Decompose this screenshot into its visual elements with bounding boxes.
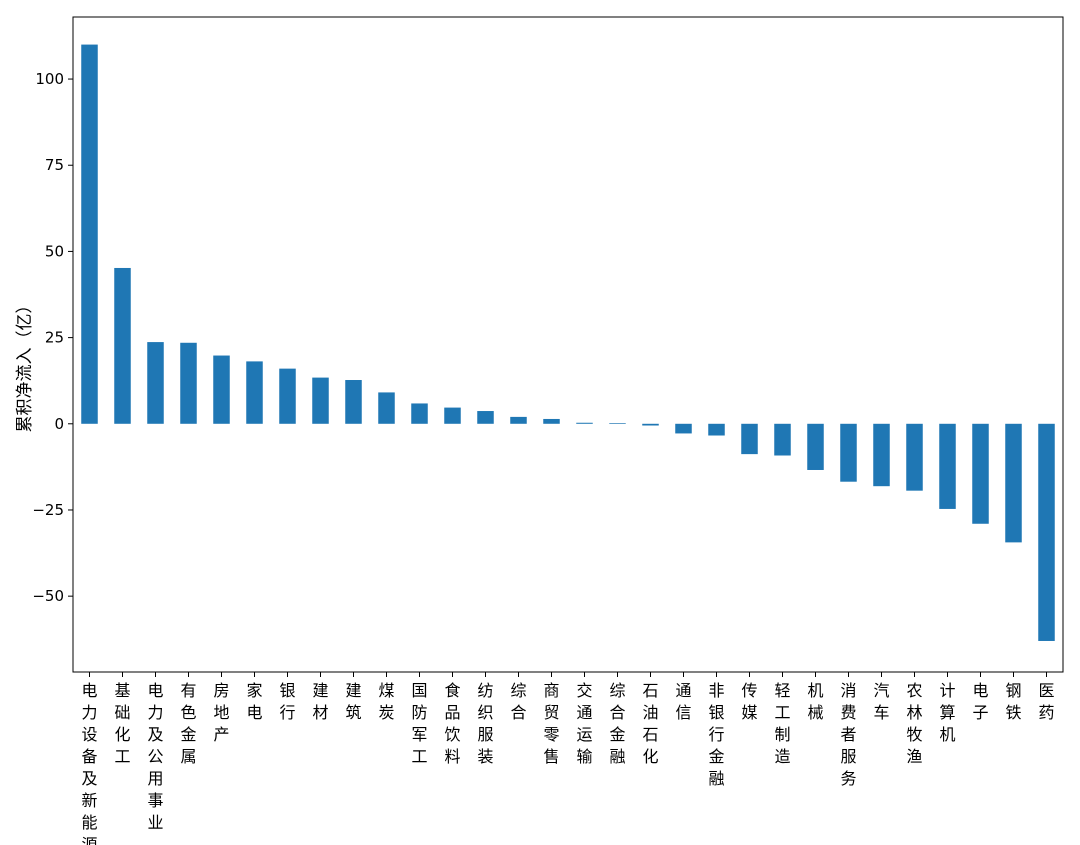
x-tick-label: 纺织服装 [477,681,493,766]
x-tick-label: 电力及公用事业 [147,681,163,832]
x-tick-label: 电力设备及新能源 [81,681,97,845]
x-tick-label: 汽车 [873,681,889,722]
bar [675,423,692,434]
x-tick-label: 非银行金融 [708,681,724,788]
x-tick-label: 房地产 [213,681,229,744]
plot-frame [72,16,1064,673]
x-tick-label: 基础化工 [114,681,130,766]
x-tick-label: 通信 [675,681,691,722]
bar [972,423,989,524]
x-tick-label: 有色金属 [180,681,196,766]
x-tick-label: 农林牧渔 [906,681,922,766]
x-tick-label: 机械 [807,681,823,722]
bar [708,423,725,436]
bar [543,418,560,424]
bar [378,392,395,424]
bar [807,423,824,470]
bar [906,423,923,491]
y-axis-label: 累积净流入（亿） [15,297,35,433]
x-tick-label: 食品饮料 [444,681,460,766]
bar [840,423,857,482]
x-tick-label: 国防军工 [411,681,427,766]
bar [477,411,494,424]
x-tick-label: 煤炭 [378,681,394,722]
bar [81,44,98,424]
x-tick-label: 传媒 [741,681,757,722]
bar [642,423,659,426]
x-tick-label: 建材 [312,681,328,722]
bars [81,44,1055,641]
x-tick-label: 轻工制造 [774,681,790,766]
bar [939,423,956,509]
bar [576,422,593,424]
bar [114,267,131,424]
y-tick-label: 50 [45,242,64,260]
x-tick-label: 电子 [972,681,988,722]
bar [213,355,230,424]
bar [510,416,527,424]
x-tick-label: 综合 [510,681,526,722]
bar [444,407,461,424]
bar [411,403,428,424]
x-tick-label: 银行 [279,681,295,722]
bar [147,342,164,424]
bar [246,361,263,424]
y-tick-label: 100 [35,70,64,88]
y-tick-label: 75 [45,156,64,174]
x-tick-label: 家电 [246,681,262,722]
bar [774,423,791,456]
y-tick-label: 25 [45,329,64,347]
bar [873,423,890,487]
bar [609,423,626,424]
x-tick-label: 计算机 [939,681,955,744]
y-tick-label: 0 [54,415,64,433]
x-tick-label: 医药 [1038,681,1054,722]
x-tick-label: 交通运输 [576,681,592,766]
bar [1038,423,1055,641]
x-tick-label: 钢铁 [1005,681,1021,722]
y-tick-label: −25 [32,501,64,519]
bar [180,342,197,424]
y-axis-ticks: −50 −25 0 25 50 75 100 [32,70,73,605]
bar [741,423,758,455]
bar [279,368,296,424]
x-tick-label: 建筑 [345,681,361,722]
x-tick-label: 消费者服务 [840,681,856,788]
x-tick-label: 综合金融 [609,681,625,766]
bar [312,377,329,424]
x-tick-label: 商贸零售 [543,681,559,766]
bar [1005,423,1022,543]
x-tick-label: 石油石化 [642,681,658,766]
y-tick-label: −50 [32,587,64,605]
bar [345,380,362,424]
